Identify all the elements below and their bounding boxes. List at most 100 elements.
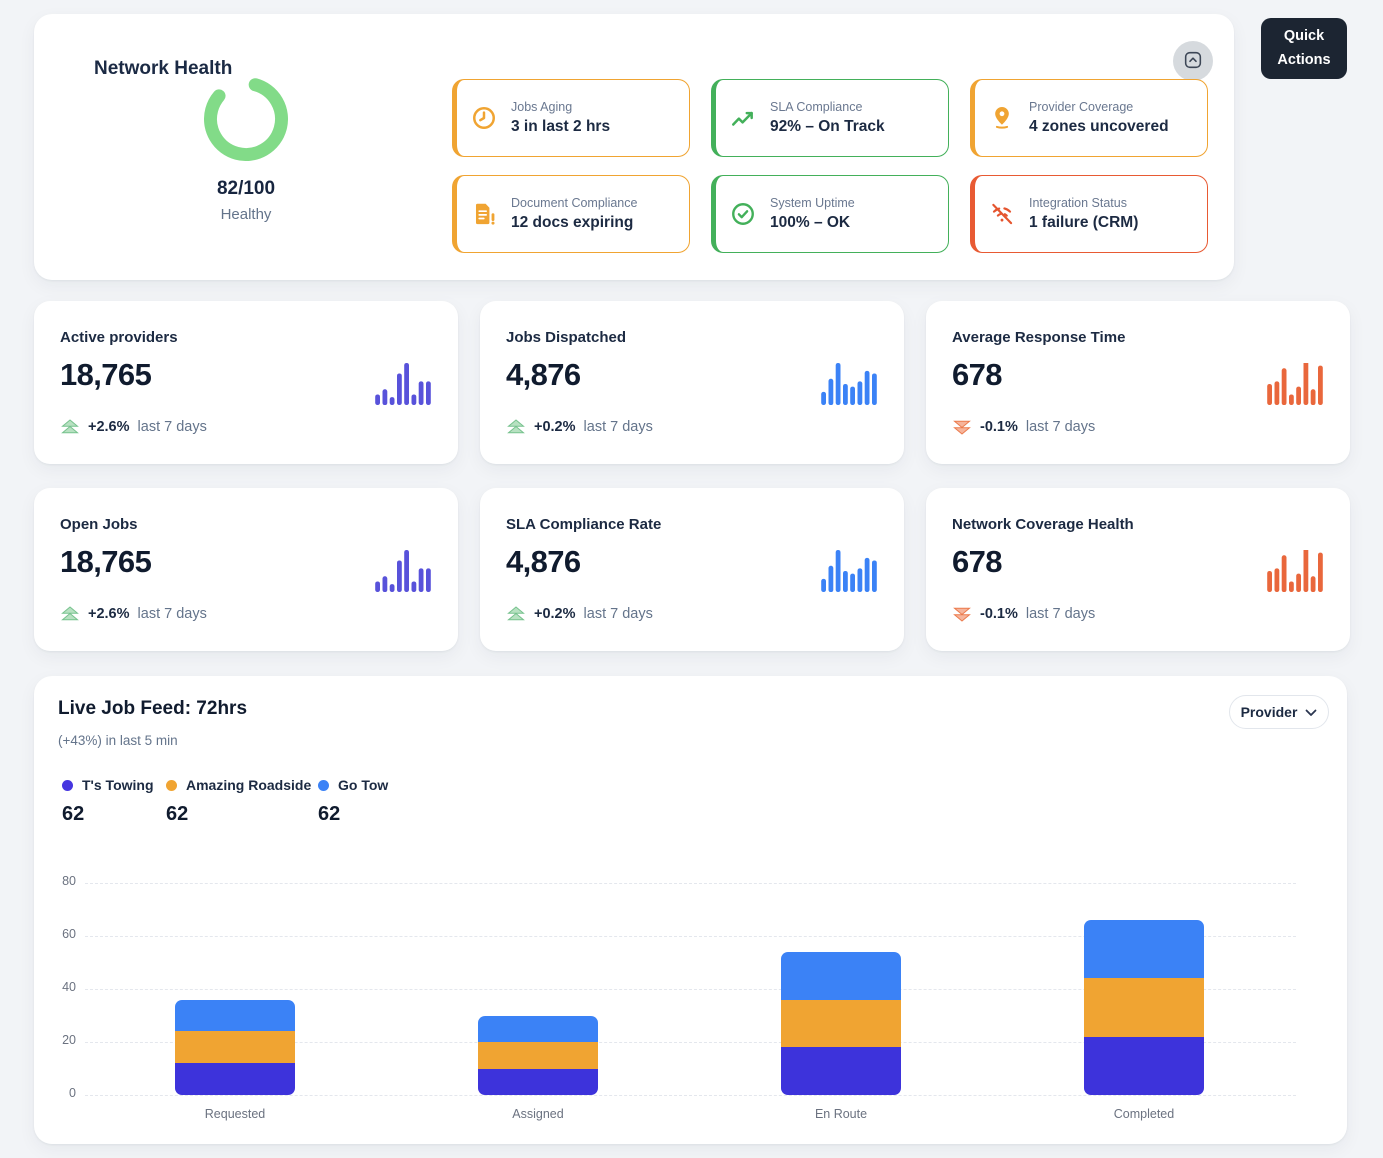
kpi-delta-percent: -0.1% [980,419,1018,435]
chart-plot: Requested Assigned En Route Completed [85,883,1296,1121]
double-chevron-down-icon [953,420,971,435]
tile-label: Jobs Aging [511,100,573,114]
legend-total: 62 [166,803,189,825]
y-axis-tick: 40 [62,980,76,994]
x-axis-label: Assigned [512,1107,564,1121]
health-tile-jobs-aging: Jobs Aging 3 in last 2 hrs [452,79,690,157]
bar-segment [781,1047,901,1095]
tile-value: 92% – On Track [770,118,885,135]
tile-value: 4 zones uncovered [1029,118,1169,135]
kpi-value: 18,765 [60,357,152,392]
legend-dot [318,779,329,791]
clock-icon [471,105,497,131]
kpi-value: 678 [952,544,1003,579]
provider-filter-label: Provider [1240,704,1298,720]
gridline [85,1095,1296,1096]
kpi-card-average-response-time: Average Response Time 678 -0.1% last 7 d… [926,301,1350,464]
kpi-delta-percent: +2.6% [88,606,130,622]
kpi-delta: +0.2% last 7 days [506,419,653,435]
legend-dot [166,779,177,791]
kpi-delta-period: last 7 days [137,419,207,435]
bar-segment [175,1063,295,1095]
kpi-delta-period: last 7 days [137,606,207,622]
kpi-value: 678 [952,357,1003,392]
stacked-bar-requested [175,999,295,1095]
stacked-bar-completed [1084,920,1204,1095]
kpi-delta: +0.2% last 7 days [506,606,653,622]
sparkline-bars [375,363,431,405]
kpi-card-open-jobs: Open Jobs 18,765 +2.6% last 7 days [34,488,458,651]
double-chevron-up-icon [61,606,79,621]
sparkline-bars [375,550,431,592]
legend-item-go-tow[interactable]: Go Tow [318,777,388,793]
kpi-value: 4,876 [506,544,581,579]
health-status-label: Healthy [220,206,272,223]
chevron-up-square-icon [1182,49,1204,74]
document-alert-icon [471,201,497,227]
quick-actions-button[interactable]: Quick Actions [1261,18,1347,79]
health-tile-document-compliance: Document Compliance 12 docs expiring [452,175,690,253]
bar-segment [1084,978,1204,1037]
check-circle-icon [730,201,756,227]
y-axis-tick: 60 [62,927,76,941]
x-axis-label: En Route [814,1107,868,1121]
trend-chart-icon [730,105,756,131]
health-gauge [204,77,288,161]
kpi-card-network-coverage-health: Network Coverage Health 678 -0.1% last 7… [926,488,1350,651]
kpi-delta-percent: +0.2% [534,419,576,435]
live-feed-subtitle: (+43%) in last 5 min [58,733,178,748]
provider-filter-dropdown[interactable]: Provider [1229,695,1329,729]
gridline [85,936,1296,937]
bar-segment [175,1031,295,1064]
tile-value: 1 failure (CRM) [1029,214,1139,231]
bar-segment [478,1015,598,1042]
x-axis-label: Completed [1113,1107,1175,1121]
health-tile-provider-coverage: Provider Coverage 4 zones uncovered [970,79,1208,157]
kpi-delta-percent: -0.1% [980,606,1018,622]
kpi-delta-period: last 7 days [583,419,653,435]
tile-label: Provider Coverage [1029,100,1134,114]
health-tile-system-uptime: System Uptime 100% – OK [711,175,949,253]
kpi-delta-period: last 7 days [1025,606,1096,622]
y-axis-tick: 80 [62,874,76,888]
bar-segment [478,1042,598,1069]
kpi-delta: -0.1% last 7 days [952,419,1095,435]
bar-segment [1084,1036,1204,1095]
live-feed-title: Live Job Feed: 72hrs [58,698,248,719]
kpi-card-sla-compliance-rate: SLA Compliance Rate 4,876 +0.2% last 7 d… [480,488,904,651]
kpi-delta-period: last 7 days [583,606,653,622]
sparkline-bars [1267,363,1323,405]
stacked-bar-en-route [781,951,901,1095]
kpi-value: 4,876 [506,357,581,392]
kpi-delta-period: last 7 days [1025,419,1096,435]
legend-total: 62 [62,803,85,825]
location-pin-icon [989,105,1015,131]
bar-segment [1084,920,1204,979]
legend-item-ts-towing[interactable]: T's Towing [62,777,154,793]
bar-segment [175,999,295,1032]
collapse-button[interactable] [1173,41,1213,81]
tile-label: Integration Status [1029,196,1127,210]
tile-value: 12 docs expiring [511,214,634,231]
kpi-delta: +2.6% last 7 days [60,419,207,435]
legend-label: T's Towing [82,777,154,793]
gridline [85,1042,1296,1043]
chevron-down-icon [1305,704,1317,720]
kpi-card-jobs-dispatched: Jobs Dispatched 4,876 +0.2% last 7 days [480,301,904,464]
kpi-delta: -0.1% last 7 days [952,606,1095,622]
x-axis-label: Requested [204,1107,266,1121]
double-chevron-up-icon [61,419,79,434]
kpi-title: Open Jobs [60,516,138,533]
tile-label: System Uptime [770,196,855,210]
legend-dot [62,779,73,791]
double-chevron-up-icon [507,606,525,621]
double-chevron-down-icon [953,607,971,622]
kpi-title: SLA Compliance Rate [506,516,662,533]
tile-label: SLA Compliance [770,100,863,114]
kpi-value: 18,765 [60,544,152,579]
legend-item-amazing-roadside[interactable]: Amazing Roadside [166,777,311,793]
kpi-delta-percent: +0.2% [534,606,576,622]
kpi-delta: +2.6% last 7 days [60,606,207,622]
kpi-delta-percent: +2.6% [88,419,130,435]
y-axis-tick: 0 [69,1086,76,1100]
